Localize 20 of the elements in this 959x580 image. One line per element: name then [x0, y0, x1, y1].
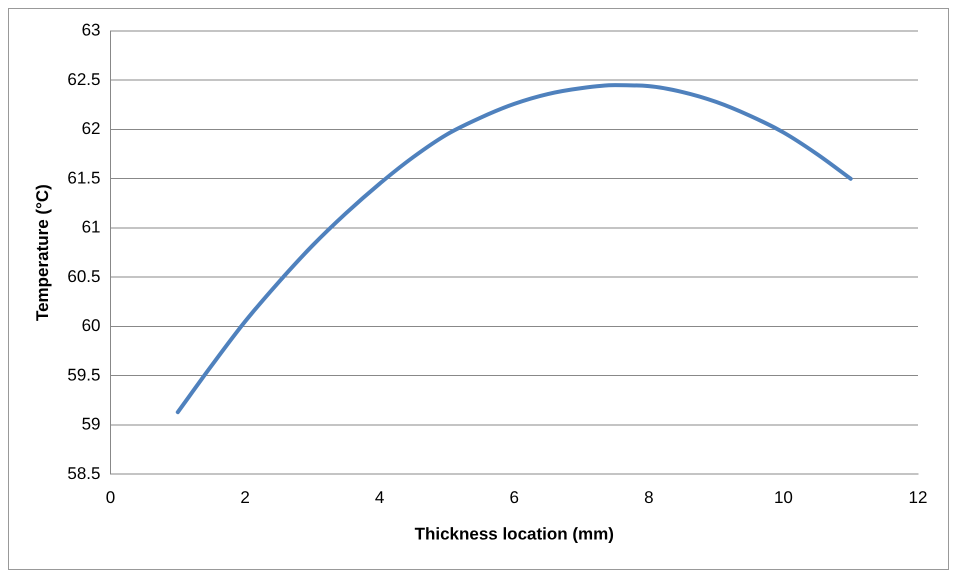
y-tick-label: 60.5 — [67, 266, 100, 286]
y-tick-label: 59.5 — [67, 365, 100, 384]
y-axis-title: Temperature (°C) — [32, 184, 52, 322]
y-tick-label: 62.5 — [67, 70, 100, 89]
line-series — [176, 83, 853, 414]
x-tick-label: 10 — [774, 488, 793, 508]
x-tick-label: 6 — [510, 488, 519, 508]
x-tick-label: 8 — [644, 488, 654, 508]
y-tick-label: 61.5 — [67, 168, 100, 188]
y-tick-label: 62 — [82, 119, 100, 138]
x-tick-label: 4 — [374, 488, 384, 508]
x-tick-label: 0 — [106, 488, 116, 508]
x-tick-label: 2 — [240, 488, 250, 508]
y-tick-label: 58.5 — [67, 464, 100, 483]
y-tick-label: 63 — [82, 20, 100, 40]
y-tick-label: 60 — [82, 316, 100, 336]
x-axis-title: Thickness location (mm) — [414, 524, 614, 544]
y-tick-label: 59 — [82, 414, 100, 434]
y-tick-label: 61 — [82, 218, 100, 237]
x-tick-label: 12 — [908, 488, 928, 508]
